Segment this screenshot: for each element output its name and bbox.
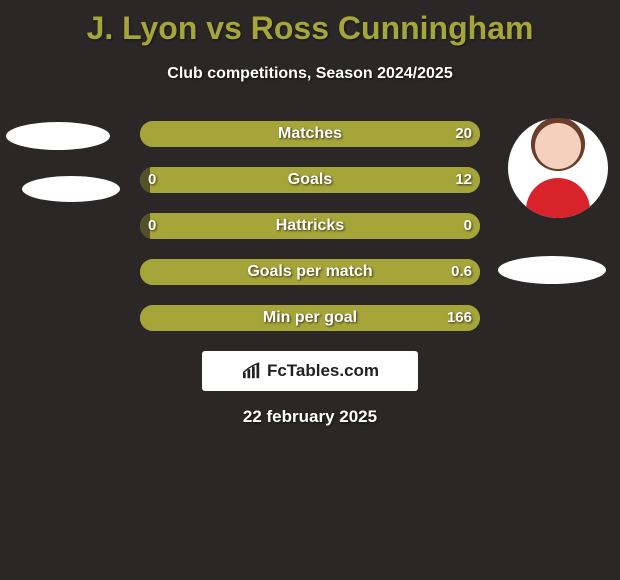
stat-row: Matches20 — [0, 121, 620, 147]
stat-row: Hattricks00 — [0, 213, 620, 239]
page-subtitle: Club competitions, Season 2024/2025 — [0, 65, 620, 83]
stat-bar-right — [140, 121, 480, 147]
chart-icon — [241, 362, 263, 380]
stat-value-left: 0 — [148, 167, 156, 193]
watermark-text: FcTables.com — [267, 361, 379, 381]
date-label: 22 february 2025 — [0, 407, 620, 427]
stat-row: Min per goal166 — [0, 305, 620, 331]
page-title: J. Lyon vs Ross Cunningham — [0, 0, 620, 47]
stat-bar-track — [140, 167, 480, 193]
stat-bar-right — [150, 167, 480, 193]
stat-bar-right — [140, 305, 480, 331]
stat-value-right: 12 — [455, 167, 472, 193]
stat-value-left: 0 — [148, 213, 156, 239]
stat-bar-track — [140, 305, 480, 331]
comparison-infographic: J. Lyon vs Ross Cunningham Club competit… — [0, 0, 620, 580]
stat-row: Goals per match0.6 — [0, 259, 620, 285]
stat-bar-track — [140, 213, 480, 239]
stat-row: Goals012 — [0, 167, 620, 193]
stat-value-right: 166 — [447, 305, 472, 331]
watermark: FcTables.com — [202, 351, 418, 391]
stat-value-right: 0.6 — [451, 259, 472, 285]
stat-value-right: 20 — [455, 121, 472, 147]
stat-bar-track — [140, 259, 480, 285]
stats-area: Matches20Goals012Hattricks00Goals per ma… — [0, 121, 620, 331]
stat-bar-right — [140, 259, 480, 285]
stat-bar-right — [150, 213, 480, 239]
stat-value-right: 0 — [464, 213, 472, 239]
stat-bar-track — [140, 121, 480, 147]
